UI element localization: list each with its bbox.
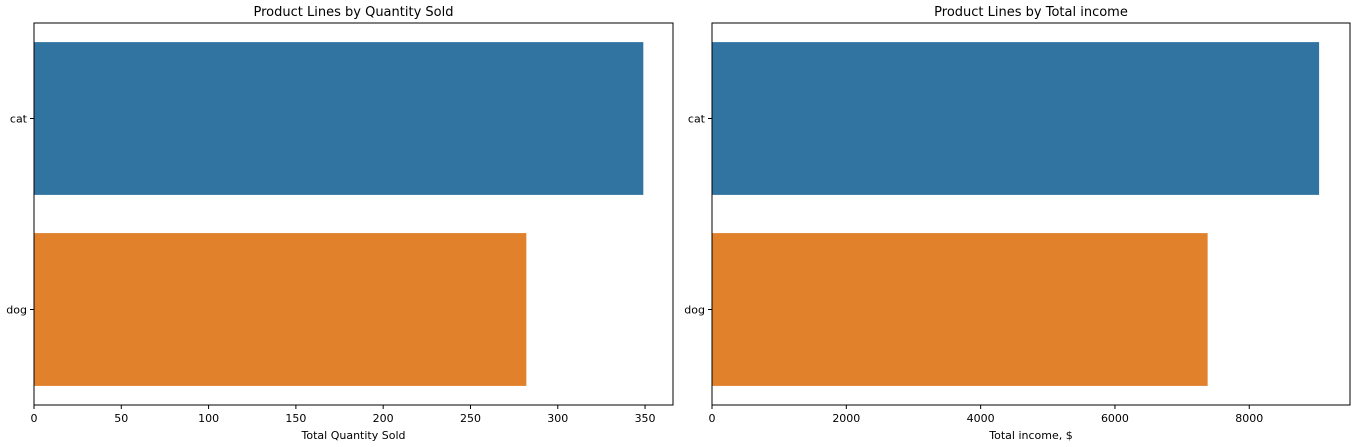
x-tick-label: 350 <box>635 412 656 425</box>
x-tick-label: 4000 <box>967 412 995 425</box>
bar-cat <box>34 42 644 195</box>
x-tick-label: 250 <box>460 412 481 425</box>
bar-cat <box>712 42 1320 195</box>
chart-title: Product Lines by Quantity Sold <box>254 5 454 20</box>
y-tick-label: dog <box>684 304 705 317</box>
plot-frame <box>711 22 1351 406</box>
y-tick-label: cat <box>688 113 706 126</box>
x-axis-label: Total Quantity Sold <box>301 429 406 442</box>
quantity-chart: Product Lines by Quantity Sold Total Qua… <box>6 5 674 442</box>
x-tick-label: 8000 <box>1235 412 1263 425</box>
x-tick-label: 2000 <box>832 412 860 425</box>
x-tick-label: 50 <box>114 412 128 425</box>
x-axis-label: Total income, $ <box>988 429 1072 442</box>
x-tick-label: 300 <box>547 412 568 425</box>
x-tick-label: 0 <box>709 412 716 425</box>
y-tick-label: cat <box>10 113 28 126</box>
y-tick-label: dog <box>6 304 27 317</box>
x-tick-label: 6000 <box>1101 412 1129 425</box>
bar-dog <box>34 233 527 386</box>
x-tick-label: 150 <box>285 412 306 425</box>
income-chart: Product Lines by Total income Total inco… <box>684 5 1351 442</box>
x-tick-label: 100 <box>198 412 219 425</box>
x-tick-label: 0 <box>31 412 38 425</box>
bar-dog <box>712 233 1208 386</box>
plot-frame <box>33 22 674 406</box>
chart-title: Product Lines by Total income <box>934 5 1128 20</box>
x-tick-label: 200 <box>373 412 394 425</box>
